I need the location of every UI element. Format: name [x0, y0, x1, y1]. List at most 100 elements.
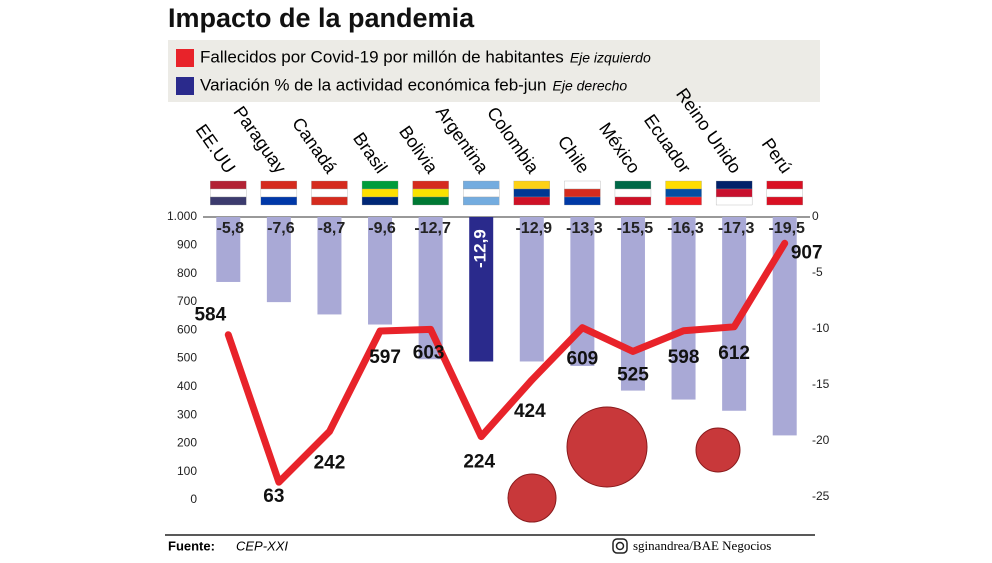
- flag-stripe: [210, 196, 247, 206]
- x-tick-label: Canadá: [288, 114, 341, 178]
- legend-box: [168, 40, 820, 102]
- bar-value-label: -17,3: [718, 220, 755, 237]
- bar: [418, 217, 443, 360]
- legend-label: Fallecidos por Covid-19 por millón de ha…: [200, 47, 564, 66]
- y-tick-label: 500: [177, 351, 197, 365]
- flag-stripe: [715, 196, 753, 206]
- source-label: Fuente:: [168, 538, 215, 553]
- line: [224, 239, 789, 486]
- bar-value-label: -7,6: [267, 220, 295, 237]
- y2-tick-label: -15: [812, 377, 830, 391]
- flag-stripe: [766, 196, 803, 206]
- y2-tick-label: -20: [812, 433, 830, 447]
- y-tick-label: 900: [177, 237, 197, 251]
- y-tick-label: 700: [177, 294, 197, 308]
- flag-stripe: [311, 180, 348, 190]
- legend-note: Eje izquierdo: [570, 50, 651, 66]
- line-value-label: 424: [514, 401, 546, 422]
- bar: [570, 217, 595, 366]
- bar: [519, 217, 544, 362]
- legend-swatch: [176, 77, 194, 95]
- flag-stripe: [614, 180, 652, 190]
- legend-note: Eje derecho: [553, 78, 628, 94]
- flag-stripe: [614, 188, 652, 198]
- flag: [614, 180, 652, 206]
- flag-stripe: [260, 188, 298, 198]
- flag-stripe: [513, 180, 550, 190]
- flag-stripe: [766, 180, 803, 190]
- flag-stripe: [715, 188, 753, 198]
- flag-stripe: [260, 180, 298, 190]
- x-tick-label: Brasil: [349, 129, 391, 177]
- flag: [463, 180, 500, 206]
- flag: [311, 180, 348, 206]
- y-tick-label: 100: [177, 464, 197, 478]
- bar-value-label: -12,9: [471, 229, 490, 268]
- bar-value-label: -16,3: [667, 220, 704, 237]
- y2-tick-label: -5: [812, 265, 823, 279]
- flag-stripe: [311, 188, 348, 198]
- source: CEP-XXI: [236, 538, 288, 553]
- line-value-label: 224: [463, 452, 495, 473]
- bar-value-label: -12,7: [414, 220, 451, 237]
- y-tick-label: 400: [177, 379, 197, 393]
- flag-stripe: [412, 188, 449, 198]
- flag-stripe: [766, 188, 803, 198]
- bar-value-label: -15,5: [617, 220, 654, 237]
- bar: [671, 217, 696, 400]
- chart-title: Impacto de la pandemia: [168, 3, 475, 33]
- flag-stripe: [412, 196, 449, 206]
- flag-stripe: [361, 180, 399, 190]
- flag-stripe: [361, 188, 399, 198]
- y-tick-label: 200: [177, 436, 197, 450]
- bar: [620, 217, 645, 391]
- flag-stripe: [564, 180, 601, 190]
- instagram-icon: [612, 538, 628, 554]
- line-value-label: 597: [369, 347, 401, 368]
- bar-value-label: -8,7: [318, 220, 346, 237]
- credit: sginandrea/BAE Negocios: [633, 538, 771, 553]
- legend-label: Variación % de la actividad económica fe…: [200, 75, 547, 94]
- legend-swatch: [176, 49, 194, 67]
- flag-stripe: [210, 180, 247, 190]
- flag-stripe: [564, 196, 601, 206]
- line-value-label: 609: [567, 349, 599, 370]
- y2-tick-label: -10: [812, 321, 830, 335]
- line-value-label: 525: [617, 364, 649, 385]
- bar: [469, 217, 494, 362]
- flag: [564, 180, 601, 206]
- flag-stripe: [715, 180, 753, 190]
- x-tick-label: Chile: [554, 132, 594, 177]
- flag-stripe: [311, 196, 348, 206]
- x-tick-label: Perú: [758, 134, 796, 177]
- flag: [210, 180, 247, 206]
- y-tick-label: 600: [177, 322, 197, 336]
- line-value-label: 907: [791, 242, 823, 263]
- y-tick-label: 0: [190, 492, 197, 506]
- y2-tick-label: -25: [812, 489, 830, 503]
- flag: [665, 180, 702, 206]
- bar: [266, 217, 291, 303]
- line-value-label: 612: [718, 343, 750, 364]
- flag-stripe: [614, 196, 652, 206]
- flag-stripe: [463, 180, 500, 190]
- flag: [715, 180, 753, 206]
- bar-value-label: -13,3: [566, 220, 603, 237]
- flag: [412, 180, 449, 206]
- flag: [361, 180, 399, 206]
- x-tick-label: Colombia: [483, 103, 544, 178]
- x-tick-label: México: [595, 119, 644, 177]
- line-value-label: 63: [263, 486, 284, 507]
- bar: [216, 217, 241, 282]
- bar: [317, 217, 342, 315]
- flag-stripe: [665, 180, 702, 190]
- virus-decoration: [507, 406, 741, 523]
- flag-stripe: [412, 180, 449, 190]
- line-value-label: 584: [194, 305, 226, 326]
- flag-stripe: [463, 188, 500, 198]
- bar-value-label: -19,5: [768, 220, 805, 237]
- flag-stripe: [665, 196, 702, 206]
- bar-value-label: -12,9: [516, 220, 553, 237]
- flag: [766, 180, 803, 206]
